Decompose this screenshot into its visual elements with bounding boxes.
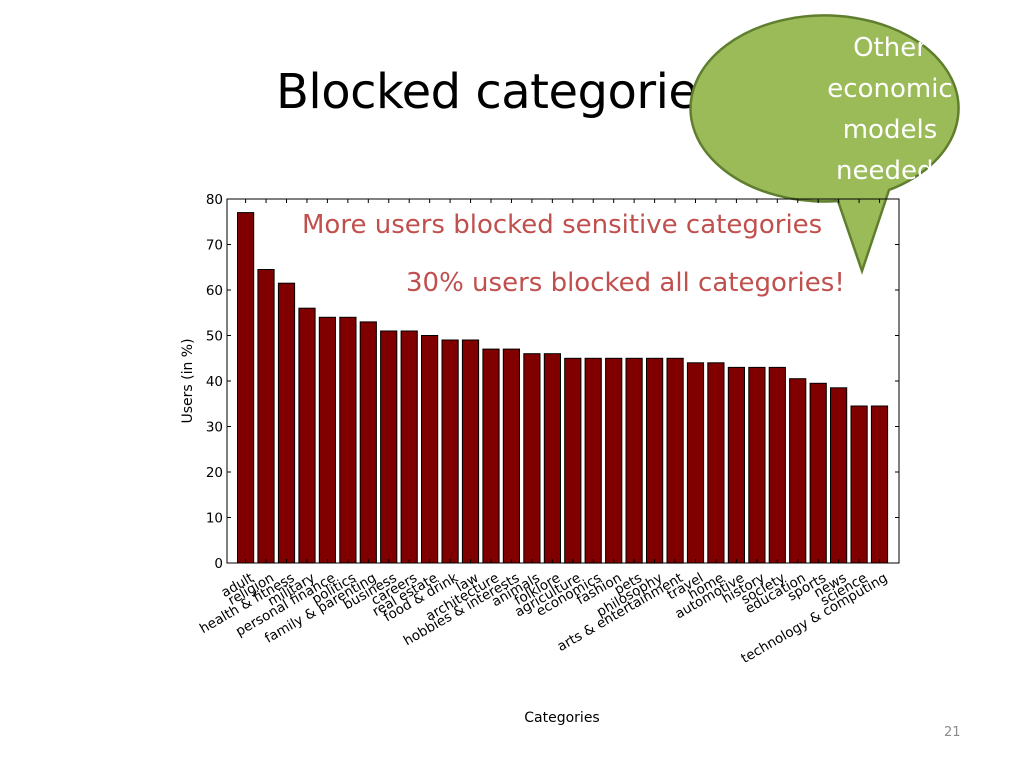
y-tick-label: 10: [206, 511, 223, 527]
callout-line: Other: [853, 33, 927, 63]
speech-bubble-shape: [689, 14, 960, 275]
bar-philosophy: [646, 357, 664, 564]
bar-religion: [257, 269, 275, 564]
annotation-sensitive: More users blocked sensitive categories: [302, 210, 823, 240]
bar-architecture: [482, 348, 500, 564]
bar-pets: [625, 357, 643, 564]
bar-law: [461, 339, 480, 564]
bar-careers: [400, 330, 418, 564]
bars-group: [237, 212, 889, 564]
bar-economics: [584, 357, 602, 564]
bar-technology-computing: [870, 405, 889, 564]
bar-health-fitness: [277, 282, 296, 564]
bar-society: [768, 366, 786, 564]
bar-folklore: [543, 353, 561, 564]
bar-agriculture: [564, 357, 582, 564]
bar-fashion: [605, 357, 623, 564]
bar-home: [707, 362, 725, 564]
y-tick-label: 20: [206, 465, 223, 481]
bar-real-estate: [421, 335, 439, 564]
bar-business: [380, 330, 398, 564]
bar-family-parenting: [359, 321, 377, 564]
x-axis-label: Categories: [524, 710, 599, 726]
bar-history: [748, 366, 766, 564]
callout-line: needed!: [836, 156, 944, 186]
bar-adult: [237, 212, 255, 564]
bar-personal-finance: [318, 316, 336, 564]
y-tick-labels: 0 10 20 30 40 50 60 70 80: [206, 192, 223, 572]
bar-animals: [523, 353, 541, 564]
page-number: 21: [944, 725, 961, 740]
bar-automotive: [727, 366, 745, 564]
bar-news: [830, 387, 848, 564]
callout-line: models: [842, 115, 938, 145]
y-tick-label: 70: [206, 238, 223, 254]
bar-hobbies-interests: [502, 348, 520, 564]
slide-title: Blocked categories: [276, 64, 722, 120]
bar-sports: [809, 382, 827, 564]
y-tick-label: 40: [206, 374, 223, 390]
callout-line: economic: [827, 74, 953, 104]
bar-military: [298, 307, 316, 564]
annotation-all-blocked: 30% users blocked all categories!: [406, 268, 845, 298]
bar-science: [850, 405, 868, 564]
ticks-group: [227, 198, 899, 564]
y-tick-label: 50: [206, 329, 223, 345]
bar-travel: [686, 362, 705, 564]
y-tick-label: 80: [206, 192, 223, 208]
y-tick-label: 0: [214, 556, 223, 572]
bar-politics: [339, 316, 357, 564]
bar-education: [789, 378, 807, 564]
y-tick-label: 60: [206, 283, 223, 299]
bar-food-drink: [441, 339, 459, 564]
y-tick-label: 30: [206, 420, 223, 436]
callout-text: Other economic models needed!: [790, 28, 990, 192]
bar-arts-entertainment: [666, 357, 684, 564]
y-axis-label: Users (in %): [180, 338, 196, 423]
